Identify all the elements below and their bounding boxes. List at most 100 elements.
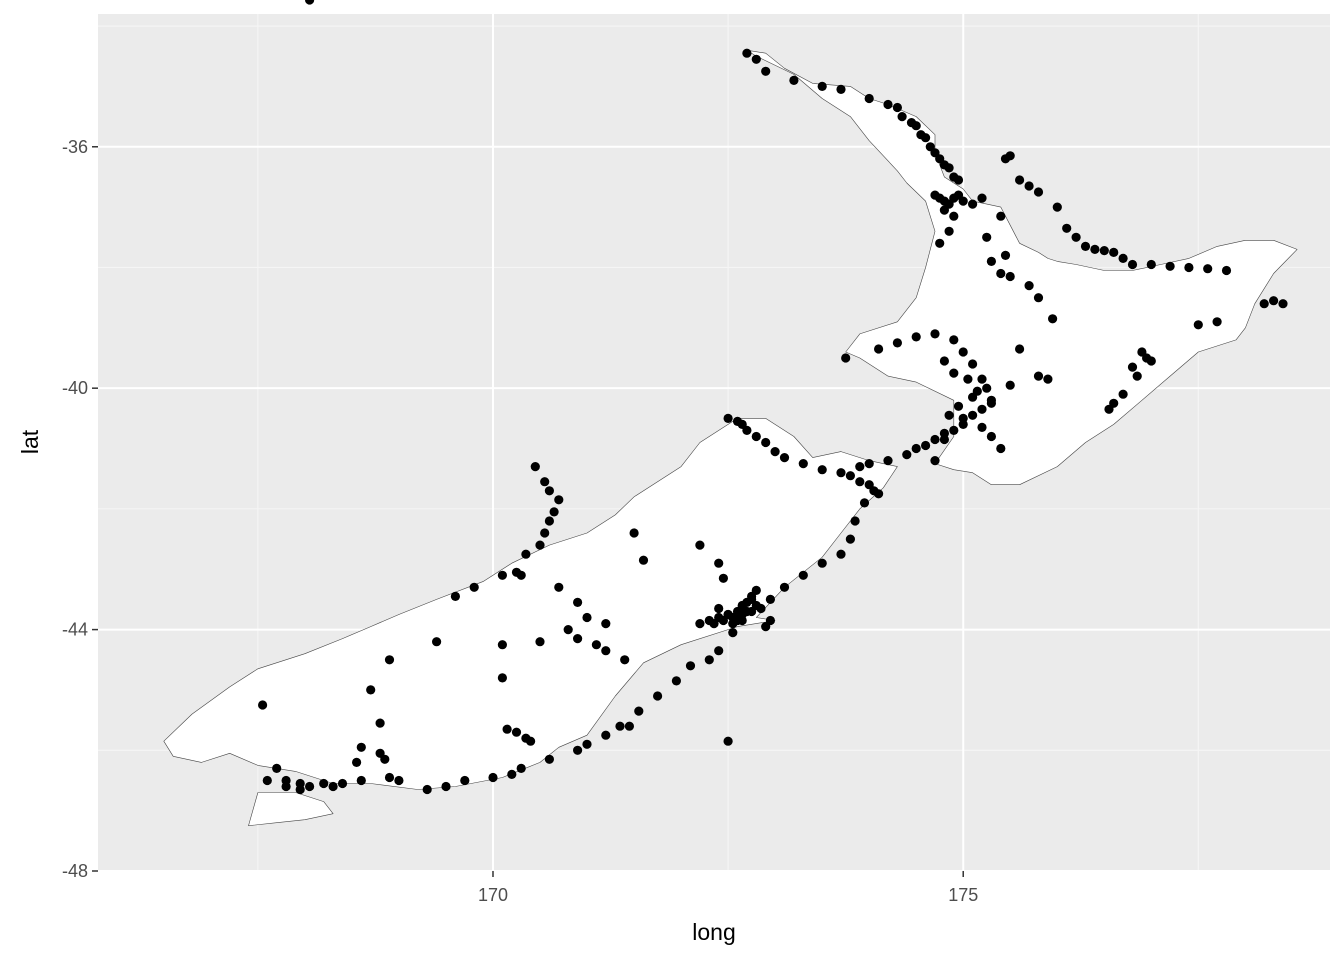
data-point [1127, 259, 1138, 270]
data-point [535, 540, 545, 550]
data-point [1193, 320, 1203, 330]
data-point [1033, 371, 1044, 381]
data-point [281, 775, 291, 786]
data-point [751, 585, 761, 596]
data-point [375, 718, 385, 728]
data-point [996, 211, 1006, 221]
data-point [1132, 371, 1142, 381]
data-point [653, 691, 663, 701]
data-point [850, 516, 860, 526]
data-point [714, 646, 724, 656]
data-point [1015, 344, 1025, 354]
data-point [723, 609, 733, 620]
data-point [554, 495, 564, 505]
data-point [883, 99, 893, 110]
data-point [460, 775, 470, 786]
data-point [1099, 246, 1109, 256]
data-point [930, 329, 940, 339]
data-point [935, 238, 945, 248]
data-point [507, 769, 517, 780]
data-point [511, 727, 522, 737]
data-point [521, 549, 531, 559]
data-point [573, 745, 583, 755]
data-point [930, 434, 940, 445]
data-point [1109, 247, 1119, 257]
data-point [897, 112, 907, 122]
data-point [892, 338, 903, 348]
data-point [540, 528, 550, 538]
data-point [540, 477, 550, 487]
data-point [798, 459, 808, 469]
data-point [394, 775, 404, 786]
data-point [502, 724, 512, 734]
data-point [1062, 223, 1072, 233]
y-tick-label: -36 [62, 137, 88, 157]
data-point [953, 175, 964, 185]
data-point [770, 447, 780, 457]
data-point [1005, 380, 1015, 390]
data-point [1071, 232, 1081, 242]
data-point [384, 655, 395, 665]
data-point [939, 205, 950, 215]
data-point [958, 196, 968, 206]
data-point [968, 359, 978, 369]
data-point [337, 778, 348, 789]
data-point [591, 640, 602, 650]
data-point [765, 594, 776, 605]
data-point [704, 655, 714, 665]
data-point [629, 528, 639, 538]
data-point [634, 706, 644, 716]
data-point [295, 778, 305, 789]
data-point [761, 66, 771, 76]
data-point [1221, 265, 1232, 276]
data-point [742, 425, 752, 435]
data-point [1024, 281, 1034, 291]
data-point [272, 763, 282, 774]
data-point [432, 637, 442, 647]
data-point [817, 465, 827, 475]
data-point [864, 93, 874, 104]
data-point [620, 655, 630, 665]
data-point [761, 437, 771, 448]
data-point [977, 422, 987, 432]
data-point [798, 570, 808, 580]
data-point [352, 757, 362, 768]
data-point [1118, 253, 1128, 263]
data-point [638, 555, 649, 565]
data-point [789, 75, 799, 85]
data-point [714, 603, 724, 614]
data-point [1278, 299, 1288, 309]
data-point [986, 431, 997, 442]
y-axis-ticks: -36 -40 -44 -48 [62, 137, 98, 881]
data-point [1052, 202, 1062, 212]
data-point [751, 54, 761, 64]
data-point [977, 374, 987, 384]
x-tick-label: 175 [948, 885, 978, 905]
data-point [747, 594, 757, 605]
data-point [779, 453, 790, 463]
data-point [977, 193, 987, 203]
data-point [939, 434, 950, 445]
data-point [526, 736, 536, 746]
data-point [262, 775, 272, 786]
data-point [624, 721, 635, 731]
data-point [817, 558, 827, 568]
data-point [986, 256, 997, 266]
land-polygons [163, 49, 1298, 827]
data-point [380, 754, 390, 764]
data-point [836, 468, 846, 478]
data-point [469, 582, 479, 592]
data-point [949, 425, 959, 435]
data-point [582, 739, 592, 749]
data-point [996, 268, 1006, 279]
data-point [958, 419, 968, 429]
data-point [1104, 404, 1114, 414]
data-point [779, 582, 790, 592]
data-point [944, 163, 954, 173]
y-tick-label: -40 [62, 378, 88, 398]
y-tick-label: -44 [62, 620, 88, 640]
data-point [921, 133, 931, 143]
data-point [441, 781, 451, 792]
data-point [573, 597, 583, 608]
x-axis-title: long [692, 919, 735, 945]
